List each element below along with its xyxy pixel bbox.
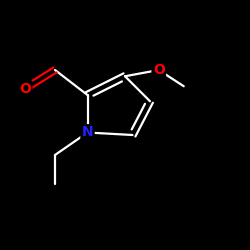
Text: N: N — [82, 126, 93, 140]
Text: O: O — [19, 82, 31, 96]
Text: O: O — [153, 63, 165, 77]
